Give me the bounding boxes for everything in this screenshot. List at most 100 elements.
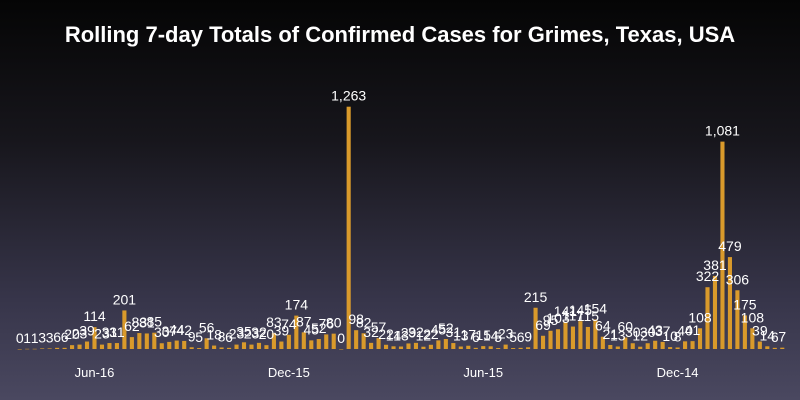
x-tick-label: Jun-16 — [75, 365, 115, 380]
bar — [70, 345, 75, 349]
bar — [167, 341, 172, 349]
data-label: 5 — [195, 329, 203, 345]
bar — [428, 344, 433, 349]
data-label: 115 — [577, 308, 600, 324]
data-label: 145 — [569, 302, 593, 318]
bar — [503, 344, 508, 349]
bar — [17, 349, 22, 350]
bar — [570, 326, 575, 349]
data-label: 0 — [337, 330, 345, 346]
bar — [369, 342, 374, 349]
bar — [466, 345, 471, 349]
bar — [279, 341, 284, 349]
data-label: 9 — [188, 328, 196, 344]
bar — [331, 333, 336, 349]
data-label: 82 — [356, 314, 372, 330]
bar — [533, 307, 538, 349]
data-label: 5 — [494, 329, 502, 345]
bar — [264, 345, 269, 349]
data-label: 15 — [475, 327, 491, 343]
data-label: 56 — [199, 319, 215, 335]
bar — [563, 321, 568, 349]
data-label: 5 — [509, 329, 517, 345]
data-label: 21 — [603, 326, 619, 342]
bar — [578, 321, 583, 349]
data-label: 29 — [401, 324, 417, 340]
bar — [84, 341, 90, 349]
data-label: 1 — [31, 330, 39, 346]
data-label: 18 — [206, 327, 222, 343]
bar — [660, 341, 665, 349]
data-label: 32 — [251, 324, 267, 340]
bar — [294, 315, 299, 349]
bar — [630, 343, 635, 349]
data-label: 76 — [318, 315, 334, 331]
data-label: 39 — [752, 323, 768, 339]
data-label: 31 — [109, 324, 125, 340]
data-label: 40 — [677, 322, 693, 338]
data-label: 98 — [348, 311, 364, 327]
data-label: 14 — [760, 327, 776, 343]
bar — [346, 106, 351, 349]
bar — [234, 344, 239, 349]
bar — [705, 287, 710, 349]
bar — [623, 337, 628, 349]
bar — [690, 341, 695, 349]
data-label: 6 — [472, 329, 480, 345]
bar — [727, 257, 732, 349]
data-label: 23 — [94, 326, 110, 342]
data-label: 103 — [546, 310, 570, 326]
x-tick-label: Dec-14 — [657, 365, 699, 380]
data-label: 69 — [535, 317, 551, 333]
bar — [301, 332, 306, 349]
bar — [99, 344, 105, 349]
bar — [309, 340, 314, 349]
x-tick-label: Dec-15 — [268, 365, 310, 380]
data-label: 74 — [281, 316, 297, 332]
bar — [496, 348, 501, 349]
data-label: 20 — [259, 326, 275, 342]
bar — [271, 333, 276, 349]
data-label: 23 — [498, 326, 514, 342]
data-labels-layer: 0 1 1 3 3 6 6202339114233131201628381853037444… — [16, 88, 787, 346]
bar — [593, 319, 598, 349]
data-label: 1,081 — [705, 123, 740, 139]
bar — [77, 344, 82, 349]
bar — [256, 342, 262, 349]
data-label: 175 — [733, 296, 757, 312]
data-label: 6 — [53, 329, 61, 345]
bar — [189, 347, 194, 349]
bar — [413, 342, 419, 349]
bar — [772, 347, 777, 349]
bar — [555, 329, 561, 349]
bar — [32, 348, 37, 350]
bar — [608, 344, 613, 349]
bar — [40, 348, 45, 349]
data-label: 23 — [229, 326, 245, 342]
bar — [219, 347, 224, 349]
bar — [249, 344, 254, 349]
data-label: 85 — [147, 314, 163, 330]
bar — [742, 315, 747, 349]
data-label: 32 — [363, 324, 379, 340]
data-label: 6 — [771, 329, 779, 345]
data-label: 39 — [274, 323, 290, 339]
bar — [137, 333, 142, 349]
bar — [421, 346, 426, 349]
data-label: 31 — [102, 324, 118, 340]
data-label: 6 — [225, 329, 233, 345]
data-label: 479 — [718, 238, 742, 254]
data-label: 13 — [393, 328, 409, 344]
bar — [668, 347, 673, 349]
bar — [204, 338, 209, 349]
bar — [451, 343, 456, 349]
data-label: 20 — [64, 326, 80, 342]
data-label: 9 — [524, 328, 532, 344]
bar — [398, 346, 404, 349]
data-label: 8 — [674, 328, 682, 344]
data-label: 13 — [610, 328, 626, 344]
bar — [354, 330, 359, 349]
bar — [182, 340, 187, 349]
data-label: 80 — [326, 315, 342, 331]
data-label: 1 — [23, 330, 31, 346]
